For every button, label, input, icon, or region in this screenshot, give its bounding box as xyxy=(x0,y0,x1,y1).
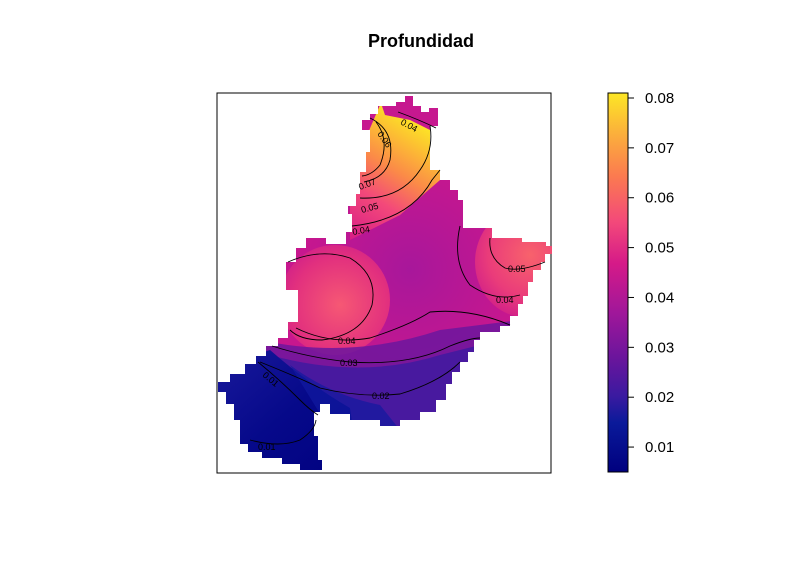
contour-lines xyxy=(249,111,546,445)
contour-label: 0.05 xyxy=(360,201,380,215)
contour-0.06 xyxy=(363,117,392,183)
contour-label: 0.02 xyxy=(372,391,390,401)
north-high-zone xyxy=(350,100,440,240)
colorbar-tick-label: 0.07 xyxy=(645,140,674,157)
colorbar-tick-label: 0.05 xyxy=(645,240,674,257)
contour-0.02 xyxy=(259,361,461,396)
contour-0.03 xyxy=(271,337,481,364)
colorbar-ticks: 0.01 0.02 0.03 0.04 0.05 0.06 0.07 0.08 xyxy=(628,90,674,456)
contour-0.04-west xyxy=(287,253,374,341)
colorbar-tick-label: 0.01 xyxy=(645,439,674,456)
contour-label: 0.05 xyxy=(508,264,526,274)
contour-0.04-northcenter xyxy=(351,169,441,227)
colorbar-tick-label: 0.02 xyxy=(645,389,674,406)
chart-title: Profundidad xyxy=(368,31,474,51)
contour-0.07 xyxy=(361,121,385,177)
contour-0.05-east xyxy=(489,237,546,270)
colorbar: 0.01 0.02 0.03 0.04 0.05 0.06 0.07 0.08 xyxy=(607,90,674,473)
contour-0.04-south xyxy=(295,310,511,341)
contour-0.04-north xyxy=(397,111,437,129)
contour-0.04-east xyxy=(457,225,521,298)
colorbar-tick-label: 0.04 xyxy=(645,289,674,306)
colorbar-tick-label: 0.08 xyxy=(645,90,674,107)
contour-label: 0.03 xyxy=(340,358,358,368)
contour-label: 0.04 xyxy=(338,336,356,346)
contour-0.01-lower xyxy=(249,419,317,445)
west-warm-zone xyxy=(280,245,390,355)
contour-label: 0.01 xyxy=(258,442,276,452)
contour-label: 0.04 xyxy=(496,295,514,305)
contour-0.05-north xyxy=(359,125,432,199)
colorbar-tick-label: 0.03 xyxy=(645,339,674,356)
contour-label: 0.04 xyxy=(352,224,371,237)
colorbar-tick-label: 0.06 xyxy=(645,190,674,207)
colorbar-gradient xyxy=(607,92,629,473)
contour-0.01-upper xyxy=(257,361,319,416)
